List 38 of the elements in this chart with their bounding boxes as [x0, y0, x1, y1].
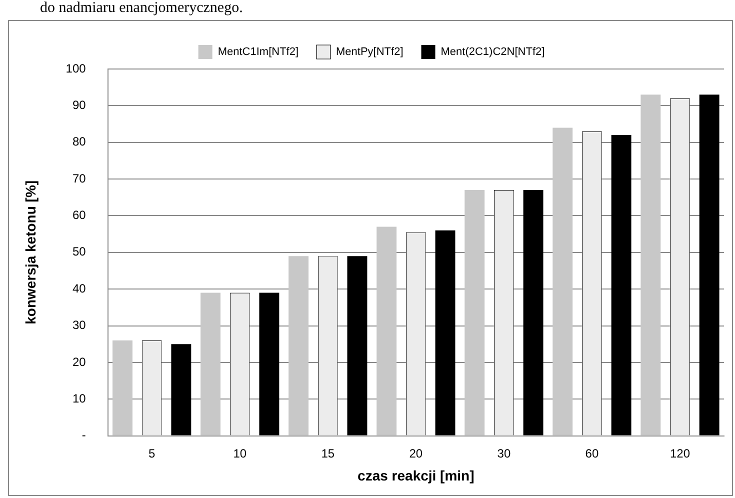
y-tick-label: 60 [72, 208, 86, 222]
bar [347, 256, 368, 436]
x-tick-label: 30 [497, 446, 511, 460]
x-tick-label: 15 [321, 446, 335, 460]
x-tick-label: 120 [670, 446, 690, 460]
x-tick-label: 60 [585, 446, 599, 460]
bar [464, 190, 485, 436]
bar [435, 230, 456, 436]
y-axis-title: konwersja ketonu [%] [22, 180, 38, 324]
x-tick-label: 5 [148, 446, 156, 460]
text: do nadmiaru enancjomerycznego. [40, 0, 243, 17]
bar [640, 94, 661, 436]
x-tick-label: 10 [233, 446, 247, 460]
bar [200, 292, 220, 436]
bar [288, 256, 309, 436]
y-tick-label: 70 [72, 171, 86, 186]
bar [523, 190, 544, 436]
y-tick-label: 100 [66, 61, 86, 76]
bar [699, 94, 720, 436]
y-tick-label: 20 [72, 354, 86, 369]
bar [112, 340, 132, 436]
legend-label: MentPy[NTf2] [336, 46, 404, 58]
y-tick-label: 90 [72, 98, 86, 112]
bar [376, 226, 397, 436]
bar [552, 128, 573, 436]
x-axis-title: czas reakcji [min] [358, 467, 474, 484]
bar [259, 292, 280, 436]
bar [611, 135, 632, 436]
legend-label: Ment(2C1)C2N[NTf2] [440, 46, 545, 58]
y-tick-label: 80 [72, 134, 86, 149]
x-tick-label: 20 [409, 446, 423, 460]
y-tick-label: 10 [72, 391, 86, 406]
y-tick-label: 50 [72, 244, 86, 259]
y-tick-label: 30 [72, 318, 86, 332]
legend-label: MentC1Im[NTf2] [218, 46, 299, 58]
y-tick-label: 40 [72, 281, 86, 296]
bar [171, 344, 192, 436]
y-tick-label: - [82, 428, 86, 442]
